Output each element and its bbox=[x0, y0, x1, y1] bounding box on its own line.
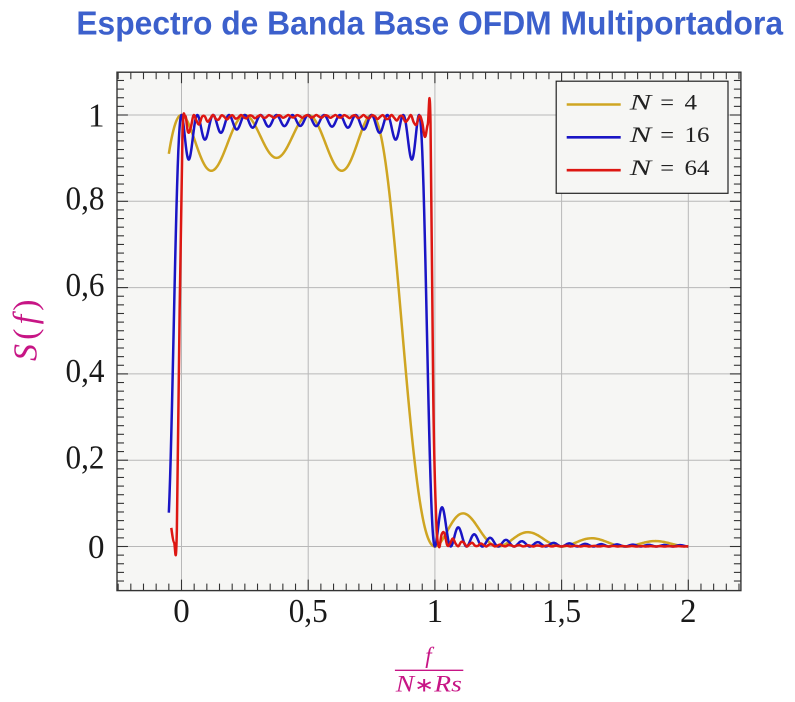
svg-text:1: 1 bbox=[88, 97, 105, 134]
svg-text:64: 64 bbox=[685, 155, 710, 180]
svg-text:1: 1 bbox=[427, 593, 444, 630]
svg-text:N: N bbox=[628, 155, 653, 180]
svg-text:2: 2 bbox=[680, 593, 697, 630]
svg-text:=: = bbox=[660, 89, 674, 114]
svg-text:Espectro de Banda Base OFDM Mu: Espectro de Banda Base OFDM Multiportado… bbox=[76, 4, 783, 41]
svg-text:0: 0 bbox=[88, 529, 105, 566]
svg-text:0,5: 0,5 bbox=[289, 593, 328, 630]
svg-text:N: N bbox=[628, 89, 653, 114]
svg-text:0,8: 0,8 bbox=[66, 181, 105, 218]
svg-text:0: 0 bbox=[173, 593, 190, 630]
svg-text:16: 16 bbox=[685, 122, 710, 147]
svg-text:N: N bbox=[628, 122, 653, 147]
svg-text:0,2: 0,2 bbox=[66, 440, 105, 477]
svg-text:4: 4 bbox=[685, 89, 698, 114]
svg-text:0,6: 0,6 bbox=[66, 267, 105, 304]
svg-text:f: f bbox=[425, 643, 435, 668]
svg-text:S(f): S(f) bbox=[8, 300, 45, 362]
svg-text:1,5: 1,5 bbox=[542, 593, 581, 630]
svg-text:=: = bbox=[660, 155, 674, 180]
svg-text:=: = bbox=[660, 122, 674, 147]
svg-text:0,4: 0,4 bbox=[66, 353, 105, 390]
svg-text:N∗Rs: N ∗ Rs bbox=[395, 672, 462, 697]
